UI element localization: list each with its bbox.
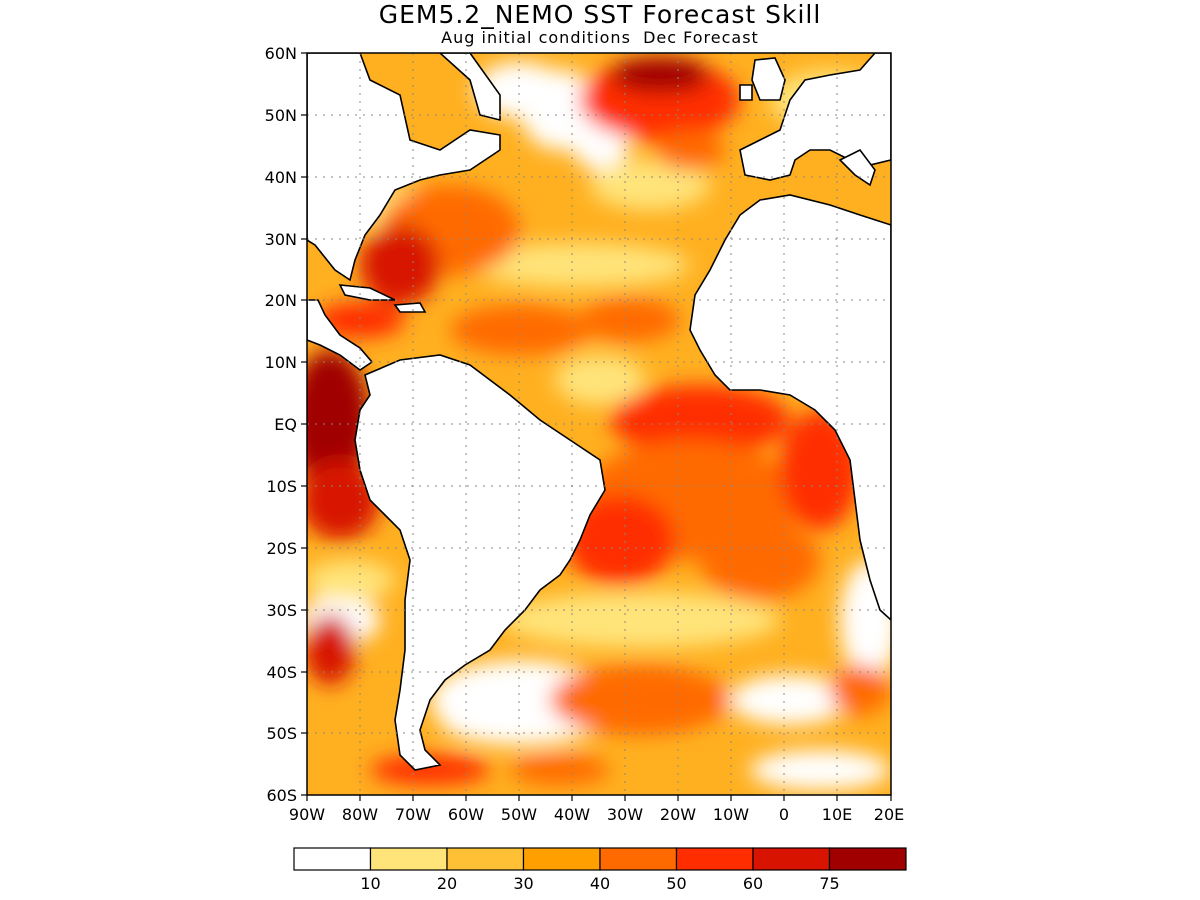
lon-label: 30W (607, 805, 643, 824)
colorbar-label: 60 (743, 874, 763, 893)
colorbar-swatch (752, 847, 831, 871)
lon-label: 80W (342, 805, 378, 824)
colorbar-label: 50 (666, 874, 686, 893)
colorbar-swatch (675, 847, 754, 871)
lon-label: 50W (501, 805, 537, 824)
lat-label: 50S (266, 724, 297, 743)
colorbar-swatch (828, 847, 907, 871)
map-grid (307, 53, 891, 795)
lat-labels: 60N 50N 40N 30N 20N 10N EQ 10S 20S 30S 4… (265, 44, 297, 805)
colorbar-label: 40 (590, 874, 610, 893)
lat-label: 30N (265, 230, 297, 249)
lat-label: EQ (274, 415, 297, 434)
colorbar-swatch (599, 847, 678, 871)
colorbar: 10 20 30 40 50 60 75 (293, 847, 907, 893)
lat-label: 50N (265, 106, 297, 125)
south-america (354, 354, 606, 771)
colorbar-label: 20 (437, 874, 457, 893)
lon-label: 10E (822, 805, 852, 824)
colorbar-swatch (446, 847, 525, 871)
map-title: GEM5.2_NEMO SST Forecast Skill (378, 0, 822, 29)
axis-ticks (301, 52, 892, 801)
africa (689, 194, 891, 622)
lat-label: 20N (265, 291, 297, 310)
lon-label: 10W (713, 805, 749, 824)
colorbar-label: 75 (819, 874, 839, 893)
colorbar-label: 10 (360, 874, 380, 893)
lat-label: 10N (265, 353, 297, 372)
lon-label: 40W (554, 805, 590, 824)
lat-label: 20S (266, 539, 297, 558)
lon-label: 0 (779, 805, 789, 824)
lon-label: 20W (660, 805, 696, 824)
lat-label: 10S (266, 477, 297, 496)
colorbar-swatch (522, 847, 601, 871)
lon-label: 90W (289, 805, 325, 824)
lat-label: 60N (265, 44, 297, 63)
lon-label: 70W (395, 805, 431, 824)
lat-label: 60S (266, 786, 297, 805)
lon-labels: 90W 80W 70W 60W 50W 40W 30W 20W 10W 0 10… (289, 805, 904, 824)
colorbar-swatch (293, 847, 372, 871)
lat-label: 40N (265, 168, 297, 187)
land (307, 53, 891, 771)
lon-label: 20E (874, 805, 904, 824)
colorbar-swatch (369, 847, 448, 871)
north-america (307, 53, 501, 282)
map-subtitle: Aug initial conditions Dec Forecast (441, 28, 759, 47)
lon-label: 60W (448, 805, 484, 824)
lat-label: 40S (266, 663, 297, 682)
lat-label: 30S (266, 601, 297, 620)
colorbar-label: 30 (513, 874, 533, 893)
